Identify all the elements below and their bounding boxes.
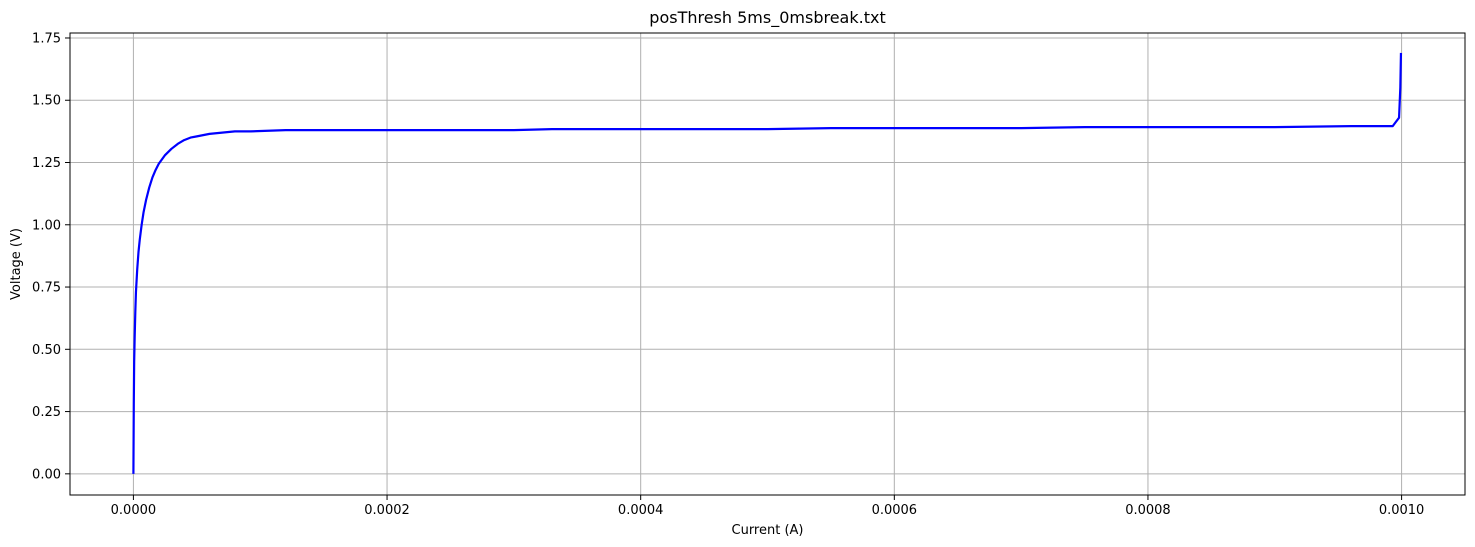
y-tick-label: 0.50: [32, 343, 61, 358]
y-tick-label: 1.00: [32, 218, 61, 233]
plot-frame: [69, 32, 1466, 496]
x-tick-label: 0.0002: [364, 503, 410, 518]
x-tick-label: 0.0004: [618, 503, 664, 518]
y-tick-label: 1.75: [32, 31, 61, 46]
chart-title: posThresh 5ms_0msbreak.txt: [649, 8, 885, 28]
y-tick-label: 1.50: [32, 94, 61, 109]
x-tick-label: 0.0010: [1379, 503, 1425, 518]
y-tick-label: 0.00: [32, 467, 61, 482]
x-axis-title: Current (A): [732, 523, 804, 538]
series-line: [132, 52, 1403, 474]
x-tick-label: 0.0006: [872, 503, 918, 518]
y-tick-label: 0.25: [32, 405, 61, 420]
y-tick-label: 1.25: [32, 156, 61, 171]
y-tick-label: 0.75: [32, 281, 61, 296]
ticks: 0.0000 0.0002 0.0004 0.0006 0.0008 0.0010 0.00…: [32, 31, 1424, 518]
y-axis-title: Voltage (V): [9, 228, 24, 300]
grid: [70, 33, 1465, 495]
series-line-group: [132, 52, 1403, 474]
x-tick-label: 0.0000: [111, 503, 157, 518]
x-tick-label: 0.0008: [1125, 503, 1171, 518]
